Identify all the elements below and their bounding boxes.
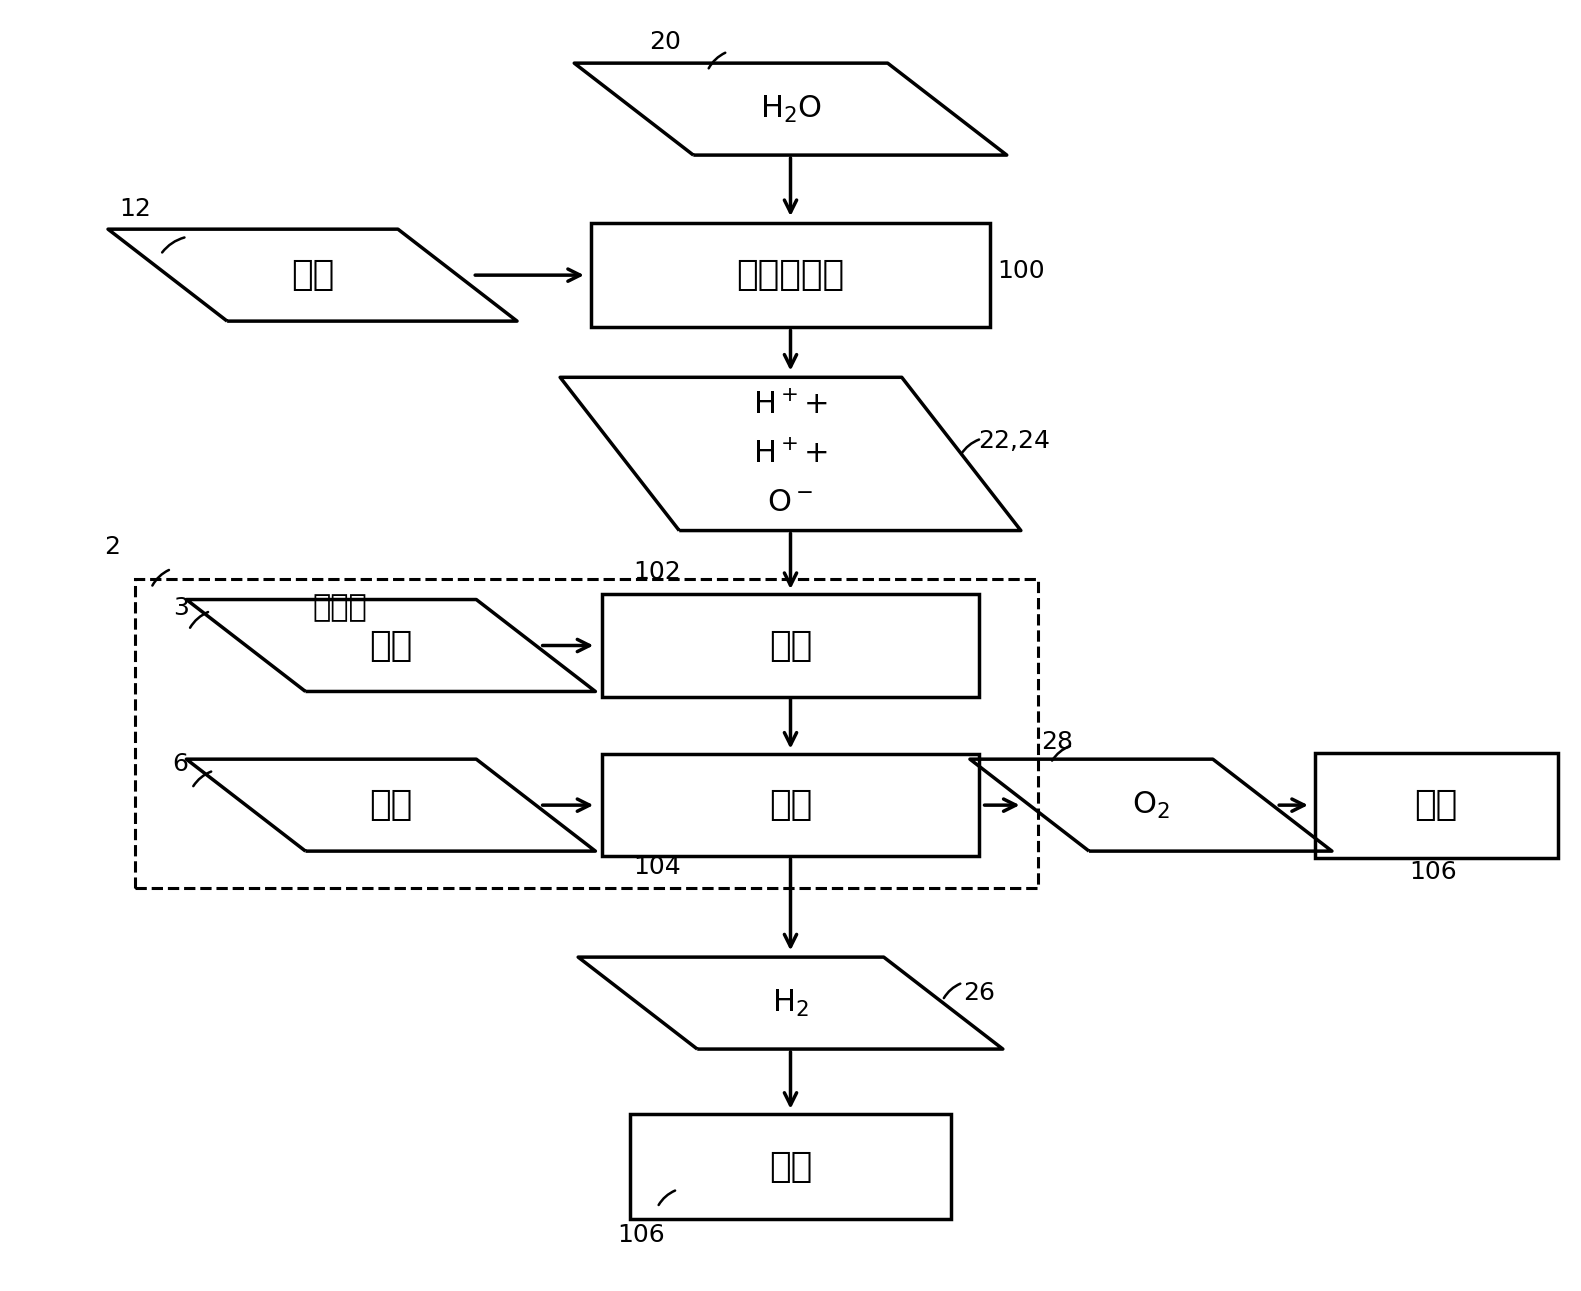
Text: O$_2$: O$_2$: [1132, 790, 1170, 821]
Text: 102: 102: [632, 560, 681, 585]
Text: 分离: 分离: [768, 629, 813, 662]
Text: H$^+$+: H$^+$+: [753, 439, 828, 469]
Text: H$_2$: H$_2$: [772, 988, 809, 1019]
Text: 收集: 收集: [1415, 788, 1458, 822]
Bar: [1315, 753, 1557, 857]
Bar: [629, 1114, 952, 1219]
Bar: [591, 223, 990, 328]
Text: H$^+$+: H$^+$+: [753, 391, 828, 420]
Text: 收集: 收集: [768, 1149, 813, 1184]
Text: 加热: 加热: [291, 258, 334, 292]
Text: 22,24: 22,24: [979, 429, 1050, 453]
Bar: [602, 594, 979, 697]
Text: 106: 106: [1409, 860, 1456, 884]
Text: 106: 106: [618, 1223, 666, 1247]
Text: O$^-$: O$^-$: [767, 488, 814, 516]
Text: 屏障: 屏障: [370, 788, 413, 822]
Text: H$_2$O: H$_2$O: [759, 93, 822, 125]
Bar: [136, 580, 1039, 888]
Text: 分隔: 分隔: [768, 788, 813, 822]
Text: 6: 6: [172, 751, 188, 776]
Text: 2: 2: [104, 534, 120, 559]
Text: 26: 26: [963, 981, 994, 1004]
Text: 3: 3: [172, 596, 188, 620]
Text: 磁场: 磁场: [370, 629, 413, 662]
Text: 反应器: 反应器: [313, 593, 367, 622]
Bar: [602, 754, 979, 856]
Text: 20: 20: [648, 30, 681, 54]
Text: 解离离子化: 解离离子化: [737, 258, 844, 292]
Text: 28: 28: [1042, 729, 1073, 754]
Text: 100: 100: [998, 259, 1045, 283]
Text: 12: 12: [119, 198, 152, 222]
Text: 104: 104: [632, 855, 681, 879]
